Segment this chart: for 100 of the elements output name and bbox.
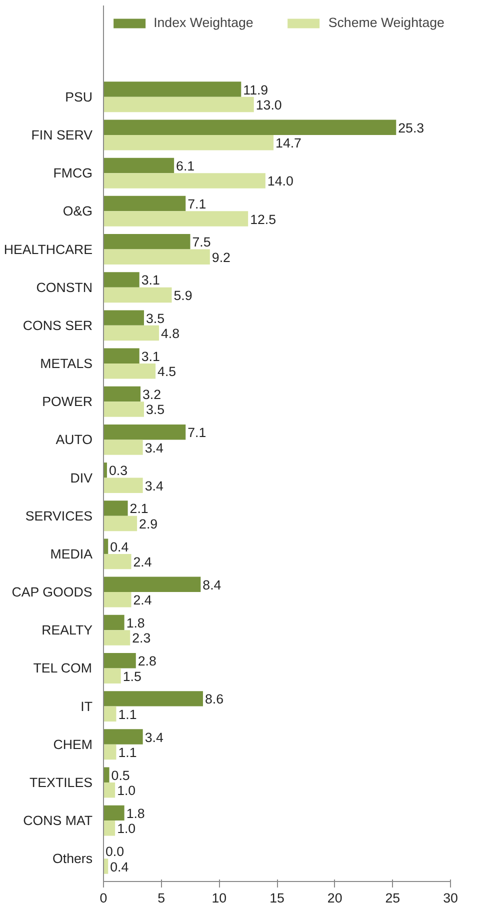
- data-label: 3.2: [142, 386, 162, 402]
- bar: [104, 402, 144, 417]
- data-label: 3.4: [144, 478, 164, 494]
- data-label: 3.1: [141, 348, 160, 364]
- y-tick-label: DIV: [70, 470, 93, 486]
- bar: [104, 440, 143, 455]
- legend-label: Index Weightage: [154, 15, 254, 30]
- data-label: 3.4: [144, 440, 164, 456]
- data-label: 3.1: [141, 272, 160, 288]
- bar: [104, 767, 110, 782]
- bar: [104, 691, 203, 706]
- data-label: 1.8: [126, 616, 145, 631]
- y-tick-label: POWER: [42, 394, 93, 410]
- bar: [104, 729, 143, 744]
- y-tick-label: IT: [80, 698, 93, 714]
- data-label: 9.2: [212, 250, 230, 265]
- bar: [104, 554, 132, 570]
- x-tick-label: 25: [385, 890, 400, 906]
- bar: [104, 310, 144, 326]
- y-tick-label: MEDIA: [50, 546, 93, 562]
- y-tick-label: TEL COM: [33, 660, 92, 676]
- bar: [104, 516, 138, 532]
- y-tick-label: METALS: [40, 356, 93, 372]
- bar: [104, 348, 140, 364]
- bar: [104, 272, 140, 288]
- y-tick-label: SERVICES: [25, 508, 93, 524]
- data-label: 2.8: [138, 654, 156, 669]
- bar: [104, 287, 172, 303]
- data-label: 3.5: [146, 310, 165, 326]
- data-label: 25.3: [398, 120, 424, 136]
- bar: [104, 249, 210, 264]
- data-label: 0.0: [106, 844, 124, 860]
- bar: [104, 424, 186, 440]
- y-tick-label: PSU: [65, 89, 92, 104]
- bar: [104, 744, 116, 760]
- data-label: 5.9: [174, 288, 192, 303]
- y-tick-label: TEXTILES: [30, 774, 93, 790]
- bar: [104, 478, 143, 494]
- data-label: 4.8: [161, 326, 180, 342]
- y-tick-label: FMCG: [53, 166, 93, 181]
- y-tick-label: CONS SER: [22, 318, 93, 333]
- bar: [104, 706, 116, 722]
- data-label: 7.1: [188, 196, 206, 212]
- data-label: 1.1: [118, 706, 137, 722]
- y-tick-label: HEALTHCARE: [4, 242, 93, 257]
- x-tick-label: 0: [100, 890, 108, 906]
- data-label: 1.1: [118, 745, 137, 760]
- bar: [104, 364, 156, 379]
- x-tick-label: 20: [327, 890, 342, 906]
- data-label: 0.4: [110, 859, 130, 874]
- data-label: 2.4: [133, 554, 152, 570]
- data-label: 13.0: [256, 98, 282, 113]
- bar: [104, 173, 266, 188]
- data-label: 2.3: [132, 630, 151, 646]
- bar: [104, 805, 124, 821]
- y-tick-label: FIN SERV: [31, 127, 93, 142]
- y-tick-label: Others: [52, 851, 93, 866]
- bar: [104, 211, 248, 226]
- bar: [104, 592, 132, 608]
- bar: [104, 500, 128, 516]
- y-tick-label: CHEM: [53, 736, 93, 752]
- x-tick-label: 15: [270, 890, 284, 906]
- bar: [104, 668, 121, 684]
- bar: [104, 782, 116, 798]
- x-tick-label: 30: [443, 890, 458, 906]
- data-label: 2.9: [139, 516, 158, 532]
- x-tick-label: 10: [212, 890, 227, 906]
- data-label: 3.5: [146, 402, 165, 418]
- data-label: 14.7: [276, 136, 302, 151]
- bar: [104, 325, 160, 341]
- data-label: 11.9: [243, 82, 268, 98]
- data-label: 0.4: [110, 539, 130, 554]
- y-tick-label: CONSTN: [36, 280, 93, 295]
- bar: [104, 576, 201, 592]
- data-label: 0.3: [108, 463, 128, 478]
- bar: [104, 96, 254, 112]
- bar: [104, 134, 274, 150]
- bar: [104, 120, 396, 135]
- data-label: 1.0: [117, 783, 136, 798]
- y-tick-label: AUTO: [56, 432, 93, 448]
- data-label: 2.1: [130, 501, 148, 516]
- bar: [104, 820, 116, 836]
- bar: [104, 652, 136, 668]
- y-tick-label: CAP GOODS: [12, 584, 92, 600]
- bar: [104, 196, 186, 212]
- data-label: 14.0: [267, 174, 294, 189]
- data-label: 1.8: [126, 806, 145, 821]
- legend-label: Scheme Weightage: [328, 15, 444, 30]
- data-label: 1.0: [117, 821, 136, 836]
- y-tick-label: CONS MAT: [23, 813, 93, 828]
- data-label: 2.4: [133, 592, 152, 608]
- data-label: 0.5: [111, 768, 130, 783]
- bar: [104, 614, 124, 630]
- data-label: 8.6: [204, 692, 224, 707]
- x-tick-label: 5: [158, 890, 166, 906]
- bar: [104, 386, 141, 402]
- bar: [104, 630, 130, 646]
- data-label: 6.1: [176, 158, 195, 174]
- data-label: 1.5: [122, 668, 142, 684]
- data-label: 4.5: [158, 364, 176, 380]
